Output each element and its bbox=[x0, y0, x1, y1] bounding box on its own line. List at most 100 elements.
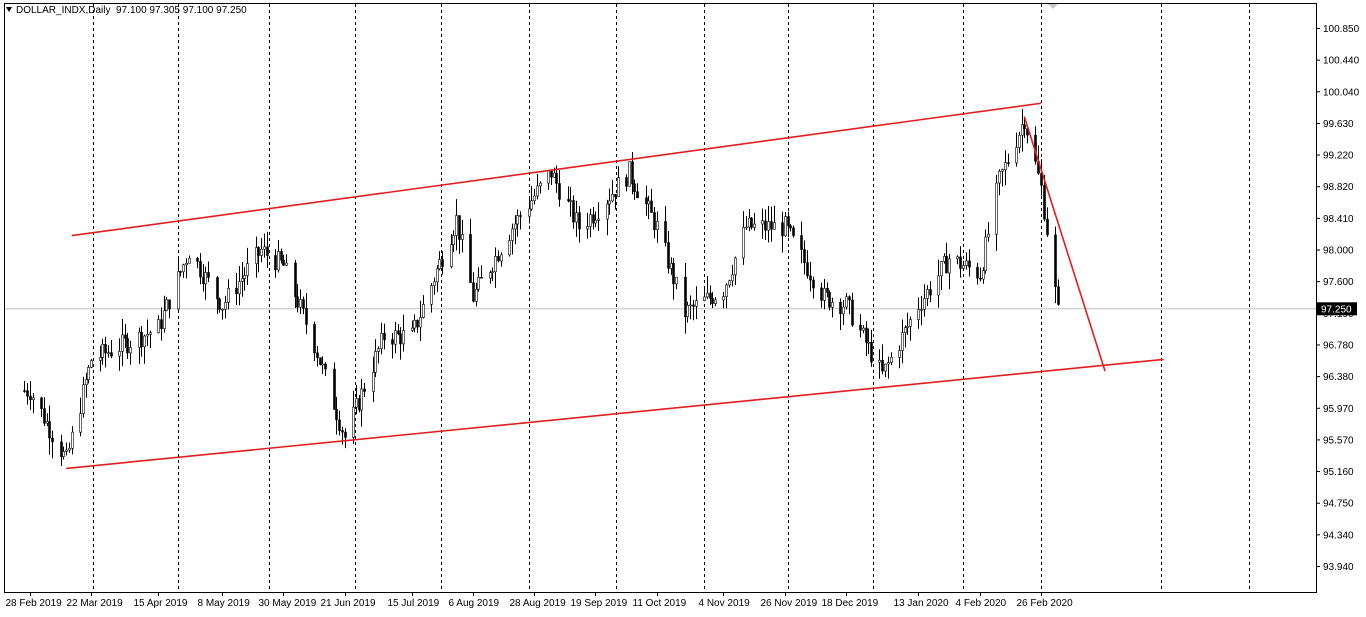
candle-body bbox=[104, 343, 107, 354]
candle-body bbox=[653, 212, 656, 230]
candle-body bbox=[567, 199, 570, 202]
candle-body bbox=[508, 240, 511, 256]
candle-body bbox=[341, 430, 344, 433]
current-price-label: 97.250 bbox=[1321, 304, 1352, 315]
candle-body bbox=[497, 256, 500, 262]
candle-body bbox=[413, 319, 416, 329]
candle-body bbox=[23, 390, 26, 392]
candle-body bbox=[246, 263, 249, 276]
candle-body bbox=[987, 233, 990, 238]
candle-body bbox=[458, 215, 461, 240]
candle-body bbox=[633, 183, 636, 193]
candle-body bbox=[589, 214, 592, 227]
candle-body bbox=[761, 220, 764, 225]
x-tick-label: 13 Jan 2020 bbox=[894, 598, 949, 609]
x-tick-label: 4 Nov 2019 bbox=[699, 598, 751, 609]
y-tick-label: 96.780 bbox=[1323, 340, 1354, 351]
candle-body bbox=[901, 332, 904, 351]
candle-body bbox=[606, 203, 609, 220]
candle-body bbox=[976, 266, 979, 279]
candle-body bbox=[491, 271, 494, 274]
y-tick-label: 95.570 bbox=[1323, 435, 1354, 446]
candle-body bbox=[800, 235, 803, 250]
candle-body bbox=[243, 275, 246, 279]
candle-body bbox=[207, 272, 210, 278]
candle-body bbox=[926, 289, 929, 299]
candle-body bbox=[455, 215, 458, 236]
candle-body bbox=[238, 281, 241, 295]
candle-body bbox=[165, 299, 168, 311]
candle-body bbox=[40, 397, 43, 409]
candle-body bbox=[129, 347, 132, 354]
x-tick-label: 15 Jul 2019 bbox=[388, 598, 440, 609]
candle-body bbox=[196, 258, 199, 262]
y-tick-label: 100.040 bbox=[1323, 87, 1360, 98]
chart-shift-icon bbox=[1048, 4, 1058, 9]
candle-body bbox=[725, 284, 728, 297]
x-tick-label: 15 Apr 2019 bbox=[134, 598, 188, 609]
candle-body bbox=[422, 304, 425, 318]
candle-body bbox=[948, 258, 951, 274]
candle-body bbox=[224, 302, 227, 310]
x-tick-label: 4 Feb 2020 bbox=[956, 598, 1007, 609]
candle-body bbox=[282, 259, 285, 266]
candle-body bbox=[709, 292, 712, 299]
symbol-label: DOLLAR_INDX bbox=[16, 5, 86, 16]
candle-body bbox=[789, 225, 792, 229]
trendline-channel-bottom bbox=[66, 358, 1164, 470]
candle-body bbox=[656, 221, 659, 230]
candle-body bbox=[956, 256, 959, 260]
x-tick-label: 26 Feb 2020 bbox=[1017, 598, 1074, 609]
candle-body bbox=[767, 221, 770, 231]
candle-body bbox=[823, 288, 826, 301]
candle-body bbox=[862, 327, 865, 331]
candle-body bbox=[335, 409, 338, 421]
candle-body bbox=[826, 288, 829, 293]
candle-body bbox=[277, 251, 280, 271]
candle-body bbox=[372, 372, 375, 392]
plot-frame bbox=[4, 3, 1317, 593]
trendline-channel-top bbox=[71, 102, 1042, 237]
candle-body bbox=[416, 319, 419, 328]
candle-body bbox=[82, 384, 85, 414]
candle-body bbox=[940, 261, 943, 277]
candle-body bbox=[480, 277, 483, 279]
candle-body bbox=[149, 332, 152, 335]
candle-body bbox=[441, 259, 444, 267]
candle-body bbox=[842, 306, 845, 315]
candle-body bbox=[360, 388, 363, 411]
candle-body bbox=[302, 299, 305, 309]
ohlc-readout: 97.100 97.305 97.100 97.250 bbox=[116, 5, 247, 16]
candle-body bbox=[199, 261, 202, 278]
candle-body bbox=[221, 308, 224, 311]
x-tick-label: 22 Mar 2019 bbox=[67, 598, 124, 609]
candle-body bbox=[107, 352, 110, 354]
candle-body bbox=[280, 251, 283, 261]
candle-body bbox=[714, 299, 717, 304]
candle-body bbox=[65, 449, 68, 452]
candle-body bbox=[965, 260, 968, 266]
candle-body bbox=[995, 182, 998, 235]
triangle-down-icon[interactable] bbox=[6, 7, 12, 12]
candle-body bbox=[110, 352, 113, 357]
candle-body bbox=[436, 268, 439, 283]
candle-body bbox=[163, 310, 166, 330]
candle-body bbox=[1004, 162, 1007, 170]
x-tick-label: 30 May 2019 bbox=[259, 598, 317, 609]
candle-body bbox=[438, 259, 441, 270]
candle-body bbox=[592, 214, 595, 224]
y-tick-label: 95.970 bbox=[1323, 404, 1354, 415]
candle-body bbox=[909, 319, 912, 327]
candle-body bbox=[870, 341, 873, 363]
candle-body bbox=[803, 249, 806, 263]
candle-body bbox=[60, 441, 63, 457]
y-tick-label: 100.850 bbox=[1323, 24, 1360, 35]
y-tick-label: 99.630 bbox=[1323, 119, 1354, 130]
current-price-badge bbox=[1317, 302, 1357, 316]
candle-body bbox=[469, 234, 472, 283]
candle-body bbox=[519, 215, 522, 217]
candle-body bbox=[722, 296, 725, 301]
candle-body bbox=[533, 195, 536, 201]
